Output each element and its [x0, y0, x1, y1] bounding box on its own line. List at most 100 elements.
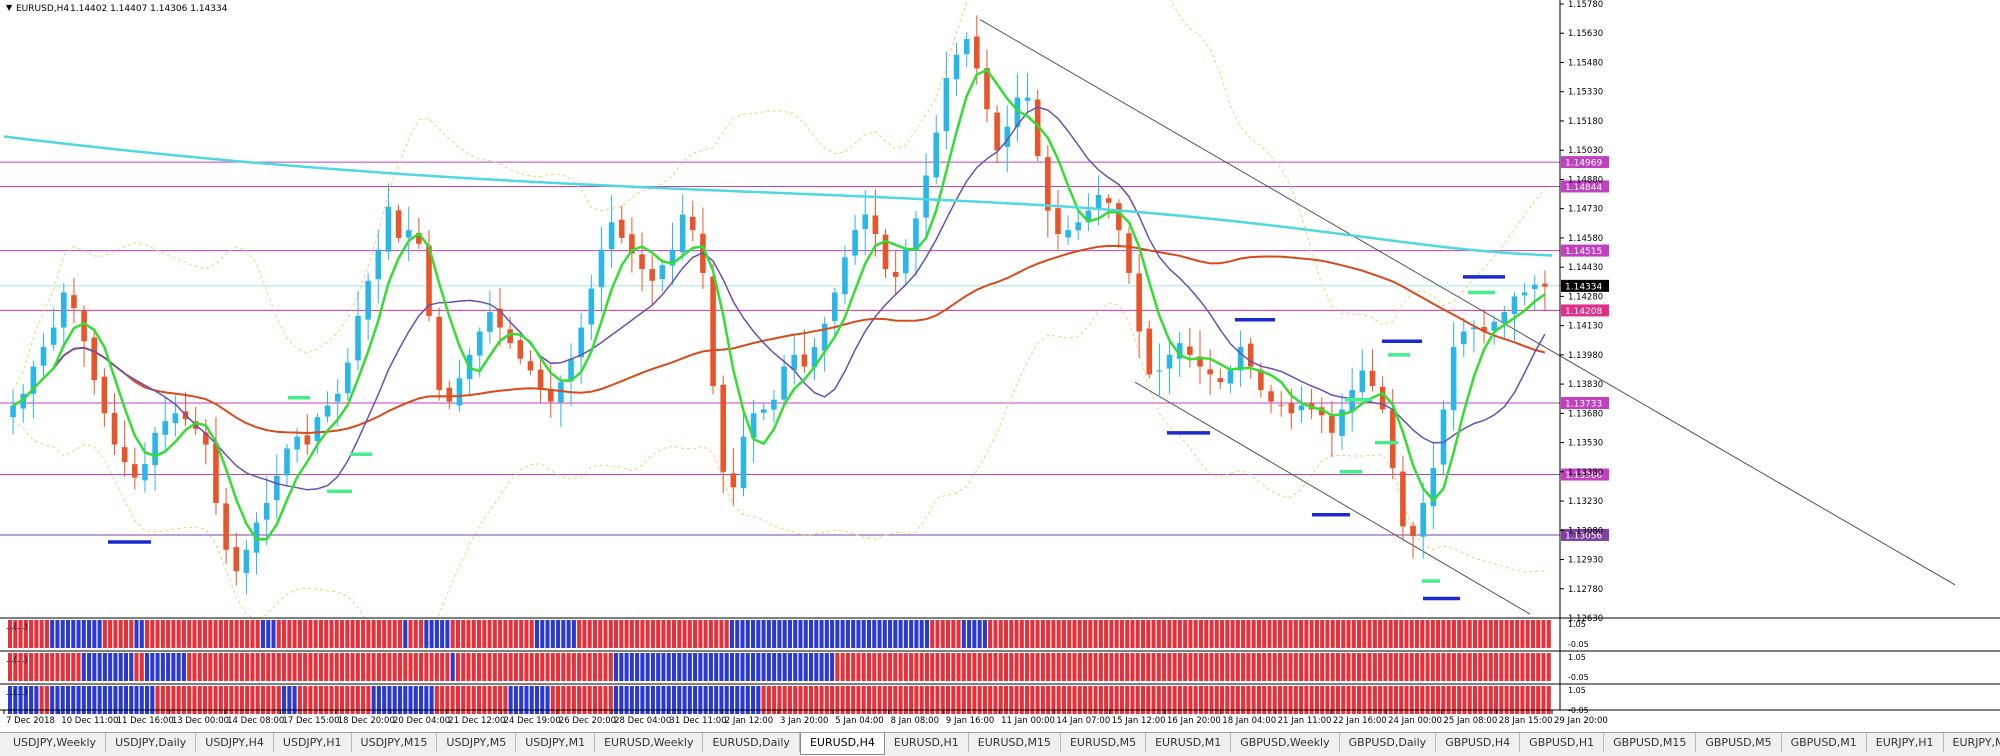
candle-body [1298, 405, 1305, 411]
indicator-bar [1341, 653, 1346, 681]
indicator-bar [513, 620, 518, 648]
tab-gbpusd-h1[interactable]: GBPUSD,H1 [1520, 733, 1605, 752]
indicator-bar [303, 620, 308, 648]
tab-eurusd-daily[interactable]: EURUSD,Daily [703, 733, 800, 752]
indicator-bar [1119, 686, 1124, 714]
candle-body [629, 234, 635, 254]
indicator-bar [434, 686, 439, 714]
indicator-bar [914, 620, 919, 648]
indicator-bar [603, 653, 608, 681]
indicator-bar [260, 620, 266, 648]
candle-body [811, 347, 818, 368]
tab-eurusd-m5[interactable]: EURUSD,M5 [1060, 733, 1147, 752]
candle-body [1288, 403, 1295, 414]
indicator-bar [76, 653, 81, 681]
tab-gbpusd-daily[interactable]: GBPUSD,Daily [1339, 733, 1437, 752]
candle-body [527, 361, 534, 371]
indicator-bar [972, 620, 977, 648]
indicator-bar [687, 686, 692, 714]
indicator-bar [1293, 653, 1298, 681]
tab-eurjpy-m5[interactable]: EURJPY,M5 [1943, 733, 2000, 752]
tab-usdjpy-m1[interactable]: USDJPY,M1 [516, 733, 596, 752]
indicator-bar [1040, 686, 1045, 714]
indicator-bar [329, 620, 334, 648]
candle-body [213, 443, 219, 503]
chart-area[interactable]: 1.14969 1.14844 1.14515 1.14208 1.13733 1.133… [0, 0, 2000, 732]
chart-header-arrow-icon[interactable]: ▼ [6, 3, 13, 12]
indicator-bar [1446, 620, 1451, 648]
tab-usdjpy-h4[interactable]: USDJPY,H4 [196, 733, 274, 752]
indicator-bar [1135, 686, 1140, 714]
candle-body [1440, 409, 1447, 465]
trendline-upper[interactable] [979, 19, 1956, 586]
candle-body [933, 132, 940, 178]
indicator-bar [440, 686, 445, 714]
indicator-bar [1509, 653, 1514, 681]
indicator-bar [793, 686, 798, 714]
tab-gbpusd-m5[interactable]: GBPUSD,M5 [1696, 733, 1782, 752]
indicator-bar [682, 686, 687, 714]
indicator-bar [614, 686, 619, 714]
indicator-bar [1546, 686, 1551, 714]
trendline-lower[interactable] [1134, 381, 1531, 615]
indicator-bar [371, 686, 376, 714]
tab-eurusd-m1[interactable]: EURUSD,M1 [1146, 733, 1232, 752]
indicator-bar [529, 620, 534, 648]
candle-body [20, 393, 27, 409]
tab-gbpusd-weekly[interactable]: GBPUSD,Weekly [1231, 733, 1340, 752]
tab-usdjpy-m5[interactable]: USDJPY,M5 [437, 733, 517, 752]
tab-usdjpy-m15[interactable]: USDJPY,M15 [351, 733, 438, 752]
level-price-label: 1.14208 [1565, 307, 1602, 317]
indicator-bar [677, 686, 682, 714]
indicator-bar [972, 653, 977, 681]
indicator-bar [492, 653, 497, 681]
indicator-bar [772, 653, 777, 681]
level-price-tag [1561, 528, 1609, 541]
tab-eurusd-h4[interactable]: EURUSD,H4 [799, 733, 885, 755]
tab-gbpusd-h4[interactable]: GBPUSD,H4 [1436, 733, 1521, 752]
price-tick-label: 1.13380 [1568, 468, 1603, 478]
indicator-bar [756, 686, 761, 714]
candle-body [659, 265, 666, 280]
indicator-bar [524, 620, 529, 648]
indicator-bar [956, 686, 961, 714]
tab-eurusd-weekly[interactable]: EURUSD,Weekly [595, 733, 704, 752]
tab-eurusd-m15[interactable]: EURUSD,M15 [968, 733, 1061, 752]
indicator-bar [671, 653, 677, 681]
price-chart[interactable]: 1.14969 1.14844 1.14515 1.14208 1.13733 1.133… [0, 0, 2000, 732]
indicator-bar [71, 620, 76, 648]
tab-eurusd-h1[interactable]: EURUSD,H1 [884, 733, 969, 752]
candle-body [872, 215, 879, 235]
tab-usdjpy-h1[interactable]: USDJPY,H1 [273, 733, 352, 752]
indicator-bar [134, 653, 139, 681]
indicator-bar [1467, 653, 1472, 681]
indicator-bar [318, 620, 323, 648]
tab-gbpusd-m1[interactable]: GBPUSD,M1 [1781, 733, 1867, 752]
time-tick-label: 5 Jan 04:00 [835, 716, 883, 726]
tab-gbpusd-m15[interactable]: GBPUSD,M15 [1604, 733, 1697, 752]
indicator-bar [387, 620, 392, 648]
indicator-bar [134, 686, 139, 714]
indicator-bar [139, 620, 144, 648]
indicator-bar [1198, 653, 1204, 681]
indicator-bar [1341, 686, 1346, 714]
indicator-bar [76, 686, 81, 714]
indicator-bar [371, 653, 376, 681]
indicator-bar [455, 620, 460, 648]
indicator-bar [1119, 620, 1124, 648]
tab-usdjpy-daily[interactable]: USDJPY,Daily [106, 733, 197, 752]
tab-usdjpy-weekly[interactable]: USDJPY,Weekly [4, 733, 107, 752]
indicator-bar [1088, 686, 1093, 714]
indicator-bar [708, 686, 713, 714]
indicator-bar [445, 653, 450, 681]
indicator-bar [671, 620, 677, 648]
indicator-bar [429, 653, 434, 681]
indicator-bar [519, 653, 524, 681]
indicator-bar [830, 653, 835, 681]
indicator-bar [1183, 653, 1188, 681]
indicator-bar [1114, 653, 1119, 681]
tab-eurjpy-h1[interactable]: EURJPY,H1 [1866, 733, 1944, 752]
indicator-bar [1067, 620, 1072, 648]
indicator-bar [1515, 620, 1520, 648]
indicator-bar [8, 653, 13, 681]
